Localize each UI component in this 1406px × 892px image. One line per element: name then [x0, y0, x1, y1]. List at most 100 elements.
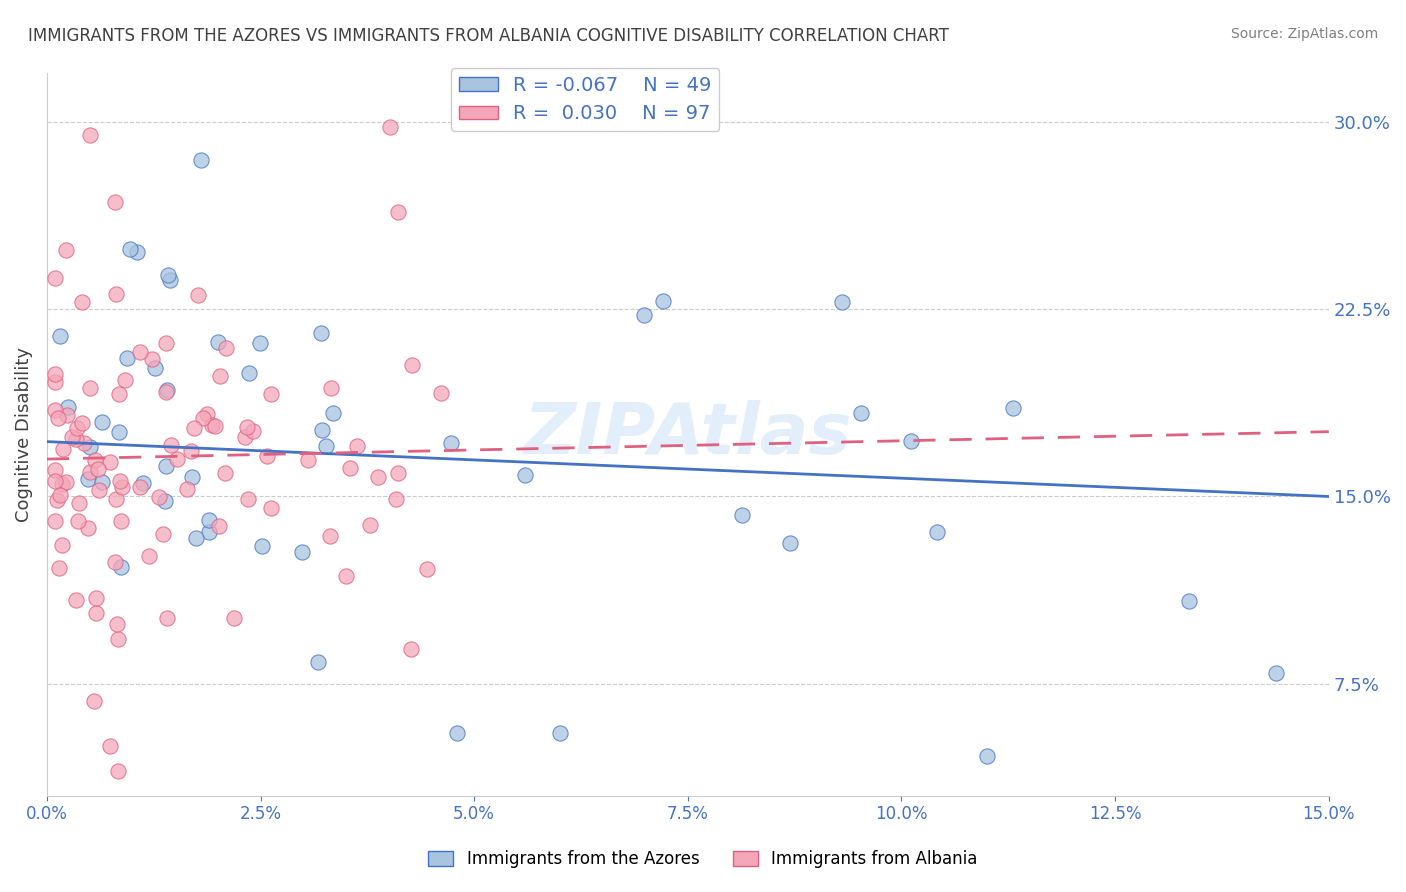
Point — [98, 455, 121, 469]
Point — [260, 500, 283, 515]
Point — [46, 411, 69, 425]
Point — [900, 434, 922, 449]
Point — [1001, 401, 1024, 415]
Point — [319, 529, 342, 543]
Point — [387, 467, 409, 481]
Point — [260, 387, 283, 401]
Point — [319, 381, 342, 395]
Point — [311, 424, 333, 438]
Point — [198, 513, 221, 527]
Point — [129, 480, 152, 494]
Text: Source: ZipAtlas.com: Source: ZipAtlas.com — [1230, 27, 1378, 41]
Point — [77, 472, 100, 486]
Point — [176, 483, 198, 497]
Point — [849, 406, 872, 420]
Point — [138, 549, 160, 564]
Point — [1264, 665, 1286, 680]
Point — [236, 420, 259, 434]
Point — [51, 476, 73, 491]
Point — [976, 748, 998, 763]
Point — [155, 494, 177, 508]
Point — [297, 452, 319, 467]
Point — [346, 439, 368, 453]
Point — [108, 425, 131, 439]
Point — [385, 491, 408, 506]
Point — [67, 514, 90, 528]
Point — [307, 655, 329, 669]
Point — [335, 569, 357, 583]
Point — [315, 439, 337, 453]
Point — [378, 120, 401, 134]
Text: ZIPAtlas: ZIPAtlas — [523, 400, 852, 468]
Point — [125, 245, 148, 260]
Point — [249, 336, 271, 351]
Point — [51, 537, 73, 551]
Text: IMMIGRANTS FROM THE AZORES VS IMMIGRANTS FROM ALBANIA COGNITIVE DISABILITY CORRE: IMMIGRANTS FROM THE AZORES VS IMMIGRANTS… — [28, 27, 949, 45]
Point — [77, 521, 100, 535]
Point — [108, 387, 131, 401]
Point — [309, 326, 332, 340]
Point — [44, 514, 66, 528]
Point — [44, 375, 66, 389]
Point — [48, 488, 70, 502]
Point — [652, 294, 675, 309]
Point — [89, 483, 111, 497]
Point — [250, 539, 273, 553]
Point — [83, 693, 105, 707]
Point — [60, 430, 83, 444]
Point — [70, 295, 93, 310]
Legend: Immigrants from the Azores, Immigrants from Albania: Immigrants from the Azores, Immigrants f… — [422, 844, 984, 875]
Point — [79, 440, 101, 454]
Point — [107, 632, 129, 646]
Point — [367, 470, 389, 484]
Point — [183, 420, 205, 434]
Point — [120, 242, 142, 256]
Point — [430, 385, 453, 400]
Point — [49, 328, 72, 343]
Point — [55, 475, 77, 490]
Point — [222, 611, 245, 625]
Point — [91, 475, 114, 490]
Point — [238, 491, 260, 506]
Point — [387, 205, 409, 219]
Point — [291, 544, 314, 558]
Point — [401, 359, 423, 373]
Point — [159, 272, 181, 286]
Point — [191, 410, 214, 425]
Point — [195, 407, 218, 421]
Point — [831, 295, 853, 310]
Point — [181, 470, 204, 484]
Point — [204, 419, 226, 434]
Point — [159, 438, 181, 452]
Point — [79, 381, 101, 395]
Point — [115, 351, 138, 366]
Point — [90, 415, 112, 429]
Point — [52, 442, 75, 456]
Point — [132, 475, 155, 490]
Point — [207, 519, 229, 533]
Point — [359, 517, 381, 532]
Point — [256, 449, 278, 463]
Y-axis label: Cognitive Disability: Cognitive Disability — [15, 347, 32, 522]
Point — [156, 383, 179, 397]
Point — [207, 334, 229, 349]
Point — [44, 368, 66, 382]
Point — [114, 373, 136, 387]
Point — [65, 593, 87, 607]
Point — [44, 403, 66, 417]
Point — [44, 463, 66, 477]
Point — [155, 336, 177, 351]
Point — [152, 527, 174, 541]
Point — [242, 424, 264, 438]
Point — [155, 611, 177, 625]
Point — [233, 430, 256, 444]
Point — [190, 153, 212, 167]
Point — [44, 271, 66, 285]
Point — [184, 531, 207, 545]
Point — [440, 436, 463, 450]
Point — [515, 467, 537, 482]
Point — [187, 288, 209, 302]
Point — [155, 385, 177, 400]
Point — [104, 195, 127, 210]
Point — [925, 524, 948, 539]
